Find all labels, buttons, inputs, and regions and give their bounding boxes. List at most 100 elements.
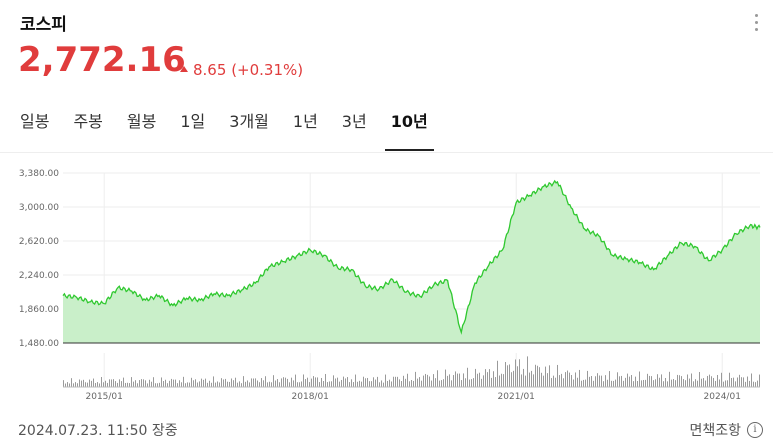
volume-bar: [77, 383, 78, 387]
volume-bar: [89, 379, 90, 387]
volume-bar: [561, 373, 562, 387]
volume-bar: [501, 373, 502, 387]
volume-bar: [361, 381, 362, 387]
volume-bar: [529, 372, 530, 387]
volume-bar: [283, 377, 284, 387]
volume-bar: [623, 380, 624, 387]
tab-4[interactable]: 3개월: [229, 112, 269, 131]
volume-bar: [425, 373, 426, 387]
volume-bar: [559, 375, 560, 387]
disclaimer-link[interactable]: 면책조항 i: [689, 420, 763, 440]
volume-bar: [211, 382, 212, 387]
volume-bar: [645, 379, 646, 387]
volume-bar: [695, 379, 696, 387]
tab-3[interactable]: 1일: [180, 112, 206, 131]
volume-bar: [469, 379, 470, 387]
volume-bar: [231, 378, 232, 387]
volume-bar: [169, 380, 170, 387]
more-options-icon[interactable]: [755, 14, 759, 35]
volume-bar: [365, 378, 366, 387]
volume-bar: [665, 378, 666, 387]
volume-bar: [707, 375, 708, 387]
volume-bar: [747, 376, 748, 387]
volume-bar: [191, 377, 192, 387]
volume-bar: [335, 378, 336, 387]
volume-bar: [697, 380, 698, 387]
volume-bar: [407, 373, 408, 387]
volume-bar: [121, 381, 122, 387]
volume-bar: [411, 380, 412, 387]
volume-bar: [753, 381, 754, 387]
volume-bar: [751, 373, 752, 387]
volume-bar: [397, 376, 398, 387]
volume-bar: [387, 380, 388, 387]
price-area-fill: [63, 180, 760, 343]
volume-bar: [161, 377, 162, 387]
up-triangle-icon: [180, 66, 188, 72]
volume-bar: [157, 383, 158, 387]
volume-bar: [601, 375, 602, 387]
tab-2[interactable]: 월봉: [126, 112, 157, 131]
volume-bar: [301, 381, 302, 387]
volume-bar: [567, 370, 568, 387]
volume-bar: [309, 382, 310, 387]
volume-bar: [721, 372, 722, 387]
volume-bar: [103, 382, 104, 387]
volume-bar: [591, 376, 592, 387]
volume-bar: [255, 378, 256, 387]
price-change: 8.65 (+0.31%): [180, 61, 303, 79]
volume-bar: [239, 381, 240, 387]
volume-bar: [403, 375, 404, 387]
volume-bar: [233, 380, 234, 387]
volume-bar: [525, 375, 526, 387]
tab-1[interactable]: 주봉: [73, 112, 103, 131]
volume-bar: [445, 369, 446, 387]
index-title: 코스피: [20, 15, 67, 35]
volume-bar: [391, 381, 392, 387]
volume-bar: [247, 380, 248, 387]
volume-bar: [71, 378, 72, 387]
volume-bar: [175, 379, 176, 387]
volume-bar: [87, 382, 88, 387]
volume-bar: [709, 374, 710, 387]
volume-bar: [279, 382, 280, 387]
volume-bar: [329, 381, 330, 387]
volume-bar: [703, 378, 704, 387]
volume-bar: [69, 383, 70, 387]
volume-bar: [97, 382, 98, 387]
volume-bar: [223, 379, 224, 387]
volume-bar: [717, 374, 718, 387]
volume-bar: [131, 377, 132, 387]
info-icon[interactable]: i: [747, 422, 763, 438]
tab-5[interactable]: 1년: [292, 112, 318, 131]
volume-bar: [609, 371, 610, 387]
volume-bar: [479, 372, 480, 387]
volume-bar: [321, 377, 322, 387]
volume-bar: [755, 382, 756, 387]
volume-bar: [573, 379, 574, 387]
volume-bar: [459, 373, 460, 387]
volume-bar: [115, 381, 116, 387]
volume-bar: [347, 377, 348, 387]
volume-bar: [671, 379, 672, 387]
tab-0[interactable]: 일봉: [20, 112, 50, 131]
volume-bar: [179, 380, 180, 387]
volume-bar: [729, 372, 730, 387]
volume-bar: [681, 376, 682, 387]
volume-bar: [579, 369, 580, 387]
volume-bar: [749, 380, 750, 387]
volume-bar: [81, 380, 82, 387]
volume-bar: [635, 376, 636, 387]
volume-bar: [723, 381, 724, 387]
volume-bar: [633, 381, 634, 387]
volume-bar: [571, 374, 572, 387]
volume-bar: [585, 379, 586, 387]
tab-6[interactable]: 3년: [341, 112, 367, 131]
tab-7[interactable]: 10년: [384, 108, 434, 151]
volume-bar: [311, 378, 312, 387]
volume-bar: [299, 382, 300, 387]
volume-bar: [669, 371, 670, 387]
volume-bar: [163, 380, 164, 387]
volume-bar: [379, 382, 380, 387]
volume-bar: [607, 379, 608, 387]
